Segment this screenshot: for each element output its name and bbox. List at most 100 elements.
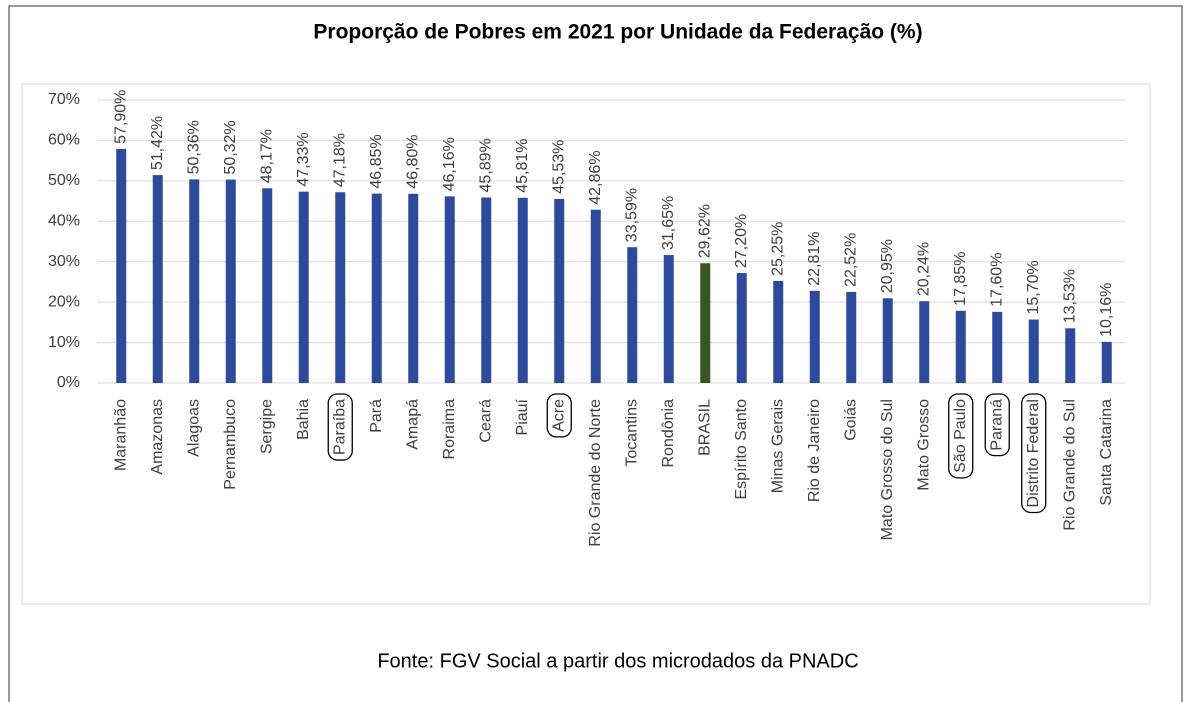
bar [225,179,236,383]
value-label: 51,42% [149,116,166,170]
x-tick-label: Ceará [477,399,494,443]
value-label: 31,65% [660,196,677,250]
value-label: 22,52% [842,233,859,287]
x-tick-label: Bahia [295,399,312,440]
value-label: 20,24% [915,242,932,296]
y-tick-label: 50% [48,172,80,189]
x-tick-label: Paraíba [331,399,348,455]
bar [554,198,565,383]
bar [189,179,200,383]
highlight-box [327,393,353,461]
bar [773,280,784,383]
bar [955,310,966,383]
value-label: 45,81% [514,139,531,193]
bar [809,290,820,383]
value-label: 50,32% [222,120,239,174]
x-tick-label: São Paulo [952,399,969,473]
bar [919,301,930,383]
x-tick-label: Piauí [514,398,531,435]
bar [517,197,528,383]
value-label: 57,90% [112,90,129,144]
value-label: 42,86% [587,150,604,204]
x-tick-label: Mato Grosso do Sul [879,399,896,540]
highlight-box [546,393,572,438]
bar [444,196,455,383]
y-tick-label: 30% [48,253,80,270]
bar [590,209,601,383]
value-label: 17,85% [952,252,969,306]
bar [481,197,492,383]
x-tick-label: Mato Grosso [915,399,932,491]
value-label: 46,16% [441,137,458,191]
x-tick-label: Acre [550,399,567,432]
y-tick-label: 20% [48,293,80,310]
frame [8,5,1183,702]
x-tick-label: Rio Grande do Norte [587,399,604,547]
x-tick-label: Amazonas [149,399,166,475]
x-tick-label: Rondônia [660,399,677,468]
x-tick-label: Roraima [441,399,458,460]
chart-title: Proporção de Pobres em 2021 por Unidade … [313,21,922,44]
value-label: 29,62% [696,204,713,258]
value-label: 22,81% [806,232,823,286]
x-tick-label: Alagoas [185,399,202,457]
bar [627,247,638,383]
bar [992,311,1003,383]
plot-frame [21,83,1151,605]
y-tick-label: 70% [48,91,80,108]
source: Fonte: FGV Social a partir dos microdado… [377,650,858,672]
bar [736,273,747,383]
value-label: 20,95% [879,239,896,293]
bar [371,193,382,383]
x-tick-label: Pará [368,399,385,433]
value-label: 33,59% [623,188,640,242]
value-label: 15,70% [1025,260,1042,314]
value-label: 47,33% [295,132,312,186]
y-tick-label: 40% [48,213,80,230]
x-tick-label: Distrito Federal [1025,399,1042,507]
bar [700,263,711,383]
x-tick-label: Rio Grande do Sul [1061,399,1078,531]
bar [262,188,273,383]
x-tick-label: Goiás [842,399,859,441]
x-tick-label: Rio de Janeiro [806,399,823,502]
x-tick-label: Paraná [988,399,1005,451]
bar [882,298,893,383]
value-label: 27,20% [733,214,750,268]
x-tick-label: Espírito Santo [733,399,750,500]
highlight-box [984,393,1010,457]
value-label: 10,16% [1098,283,1115,337]
value-label: 47,18% [331,133,348,187]
value-label: 48,17% [258,129,275,183]
bar [335,192,346,383]
x-tick-label: BRASIL [696,399,713,456]
y-tick-label: 0% [57,374,80,391]
value-label: 45,89% [477,138,494,192]
bar [1065,328,1076,383]
y-tick-label: 60% [48,132,80,149]
value-label: 13,53% [1061,269,1078,323]
value-label: 17,60% [988,253,1005,307]
y-tick-label: 10% [48,334,80,351]
bar [116,148,127,383]
bar [1101,341,1112,383]
bar [298,191,309,383]
x-tick-label: Maranhão [112,399,129,471]
bar [846,291,857,383]
x-tick-label: Amapá [404,399,421,450]
value-label: 50,36% [185,120,202,174]
value-label: 45,53% [550,140,567,194]
value-label: 46,80% [404,135,421,189]
x-tick-label: Pernambuco [222,399,239,490]
highlight-box [948,393,974,479]
highlight-box [1021,393,1047,514]
bar [663,255,674,383]
x-tick-label: Sergipe [258,399,275,454]
bar [408,193,419,383]
x-tick-label: Minas Gerais [769,399,786,493]
bar [1028,319,1039,383]
value-label: 25,25% [769,222,786,276]
x-tick-label: Tocantins [623,399,640,467]
value-label: 46,85% [368,134,385,188]
